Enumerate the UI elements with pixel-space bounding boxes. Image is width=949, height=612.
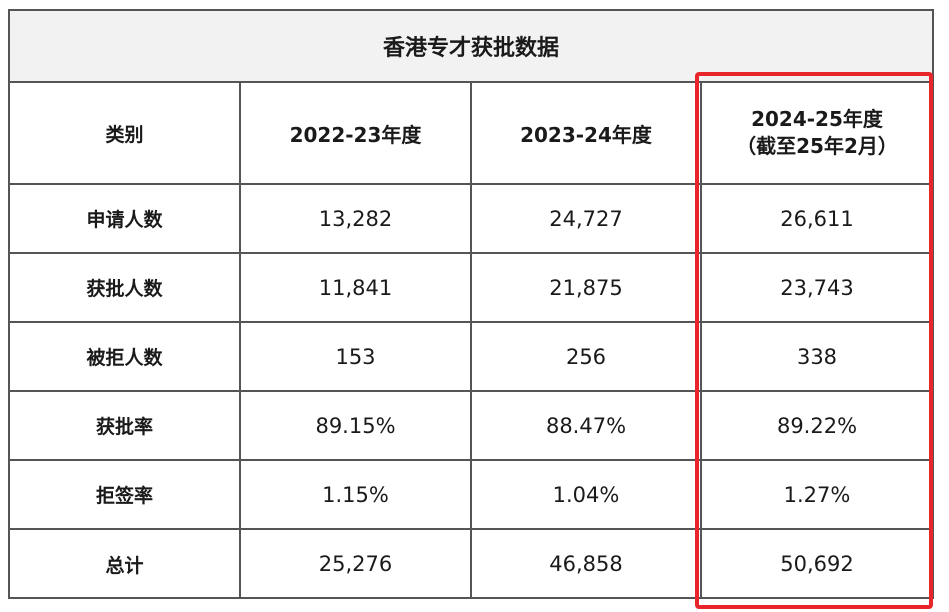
table-row-approved: 获批人数 11,841 21,875 23,743 (10, 252, 932, 323)
table-row-total: 总计 25,276 46,858 50,692 (10, 528, 932, 598)
row-category: 拒签率 (10, 459, 241, 530)
cell-2024-25: 1.27% (700, 459, 932, 530)
cell-2023-24: 21,875 (470, 252, 702, 323)
cell-2022-23: 11,841 (239, 252, 472, 323)
row-category: 被拒人数 (10, 321, 241, 392)
table-row-approval-rate: 获批率 89.15% 88.47% 89.22% (10, 390, 932, 461)
header-category: 类别 (10, 83, 241, 185)
cell-2022-23: 89.15% (239, 390, 472, 461)
table-row-rejected: 被拒人数 153 256 338 (10, 321, 932, 392)
cell-2024-25: 89.22% (700, 390, 932, 461)
cell-2023-24: 24,727 (470, 183, 702, 254)
table-header-row: 类别 2022-23年度 2023-24年度 2024-25年度 （截至25年2… (10, 83, 932, 185)
cell-2024-25: 338 (700, 321, 932, 392)
header-2024-25-year: 2024-25年度 (751, 107, 883, 131)
cell-2024-25: 50,692 (700, 528, 932, 598)
row-category: 总计 (10, 528, 241, 598)
cell-2023-24: 46,858 (470, 528, 702, 598)
data-table: 类别 2022-23年度 2023-24年度 2024-25年度 （截至25年2… (10, 83, 932, 598)
header-2022-23: 2022-23年度 (239, 83, 472, 185)
cell-2022-23: 13,282 (239, 183, 472, 254)
row-category: 申请人数 (10, 183, 241, 254)
table-title: 香港专才获批数据 (10, 11, 932, 83)
cell-2024-25: 23,743 (700, 252, 932, 323)
header-2023-24: 2023-24年度 (470, 83, 702, 185)
cell-2023-24: 88.47% (470, 390, 702, 461)
header-2024-25-note: （截至25年2月） (736, 134, 898, 158)
header-2024-25: 2024-25年度 （截至25年2月） (700, 83, 932, 185)
row-category: 获批人数 (10, 252, 241, 323)
cell-2022-23: 25,276 (239, 528, 472, 598)
table-row-refusal-rate: 拒签率 1.15% 1.04% 1.27% (10, 459, 932, 530)
cell-2023-24: 256 (470, 321, 702, 392)
data-table-container: 香港专才获批数据 类别 2022-23年度 2023-24年度 2024-25年… (8, 9, 934, 599)
cell-2022-23: 1.15% (239, 459, 472, 530)
cell-2023-24: 1.04% (470, 459, 702, 530)
table-row-applications: 申请人数 13,282 24,727 26,611 (10, 183, 932, 254)
cell-2022-23: 153 (239, 321, 472, 392)
row-category: 获批率 (10, 390, 241, 461)
cell-2024-25: 26,611 (700, 183, 932, 254)
